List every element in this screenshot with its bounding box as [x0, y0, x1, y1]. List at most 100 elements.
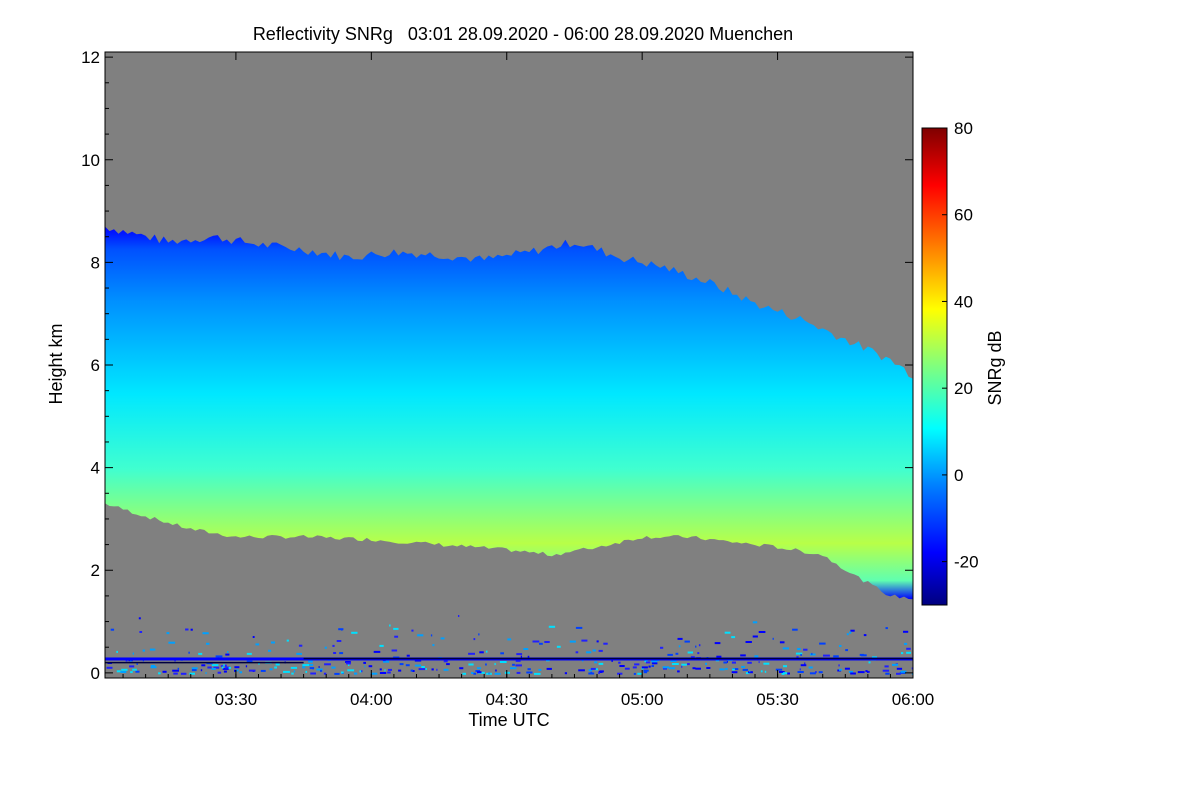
clutter-mark	[332, 644, 335, 647]
clutter-mark	[588, 669, 593, 672]
clutter-mark	[899, 671, 906, 674]
clutter-mark	[809, 653, 816, 656]
clutter-mark	[747, 661, 752, 664]
clutter-mark	[651, 662, 658, 665]
clutter-mark	[368, 665, 373, 668]
y-tick-label: 10	[81, 151, 100, 170]
clutter-mark	[779, 641, 785, 644]
clutter-mark	[731, 636, 736, 639]
x-tick-label: 04:00	[350, 690, 393, 709]
clutter-mark	[336, 640, 342, 642]
clutter-mark	[783, 665, 787, 668]
clutter-mark	[645, 661, 651, 664]
clutter-mark	[373, 650, 381, 653]
clutter-mark	[512, 663, 515, 666]
clutter-mark	[849, 631, 852, 634]
clutter-mark	[318, 666, 320, 668]
clutter-mark	[431, 668, 434, 671]
clutter-mark	[596, 640, 599, 643]
clutter-mark	[248, 669, 256, 672]
clutter-mark	[500, 652, 504, 655]
clutter-mark	[120, 671, 127, 673]
clutter-mark	[471, 672, 474, 674]
clutter-mark	[331, 666, 336, 669]
clutter-mark	[485, 663, 487, 666]
clutter-mark	[539, 642, 543, 645]
clutter-mark	[624, 667, 630, 670]
clutter-mark	[324, 646, 327, 649]
clutter-mark	[618, 661, 621, 664]
clutter-mark	[221, 666, 224, 669]
clutter-mark	[872, 656, 877, 659]
clutter-mark	[845, 649, 848, 652]
clutter-mark	[168, 641, 176, 644]
clutter-mark	[634, 663, 640, 666]
clutter-mark	[516, 671, 521, 674]
clutter-mark	[781, 672, 785, 675]
clutter-mark	[684, 640, 690, 643]
clutter-mark	[268, 649, 272, 652]
clutter-mark	[150, 665, 156, 667]
clutter-mark	[643, 669, 649, 672]
clutter-mark	[495, 669, 497, 672]
clutter-mark	[848, 670, 853, 673]
clutter-mark	[190, 628, 193, 631]
clutter-mark	[681, 663, 687, 666]
clutter-mark	[370, 672, 378, 675]
clutter-mark	[818, 671, 823, 674]
clutter-mark	[548, 625, 556, 628]
clutter-mark	[220, 665, 224, 668]
clutter-mark	[258, 662, 260, 665]
clutter-mark	[246, 652, 252, 655]
clutter-mark	[130, 671, 133, 674]
clutter-mark	[742, 668, 748, 671]
clutter-mark	[293, 670, 296, 673]
clutter-mark	[695, 645, 697, 648]
clutter-mark	[800, 664, 807, 667]
clutter-mark	[418, 668, 426, 671]
clutter-mark	[741, 665, 745, 668]
clutter-mark	[523, 648, 529, 650]
clutter-mark	[191, 669, 197, 672]
clutter-mark	[361, 670, 363, 673]
clutter-mark	[839, 668, 842, 671]
clutter-mark	[671, 663, 679, 665]
clutter-mark	[191, 667, 198, 670]
colorbar	[921, 127, 948, 606]
clutter-mark	[823, 654, 830, 657]
clutter-mark	[116, 670, 121, 673]
clutter-mark	[885, 627, 888, 630]
clutter-mark	[310, 672, 316, 675]
clutter-mark	[379, 644, 384, 647]
clutter-mark	[760, 670, 763, 673]
clutter-mark	[592, 649, 596, 652]
clutter-mark	[544, 641, 550, 643]
clutter-mark	[667, 653, 673, 656]
clutter-mark	[324, 663, 331, 666]
clutter-mark	[202, 632, 209, 635]
y-tick-label: 2	[91, 561, 100, 580]
clutter-mark	[213, 666, 220, 669]
clutter-mark	[488, 672, 491, 675]
clutter-mark	[705, 662, 707, 665]
clutter-mark	[412, 670, 415, 672]
clutter-mark	[217, 671, 222, 674]
clutter-mark	[783, 672, 788, 675]
clutter-mark	[643, 671, 648, 674]
clutter-mark	[782, 647, 789, 650]
y-tick-label: 12	[81, 48, 100, 67]
clutter-mark	[731, 661, 736, 664]
clutter-mark	[130, 660, 132, 663]
colorbar-tick-label: -20	[954, 553, 979, 572]
clutter-mark	[142, 649, 145, 652]
clutter-mark	[227, 651, 229, 653]
clutter-mark	[588, 672, 595, 675]
clutter-mark	[174, 659, 176, 662]
clutter-mark	[383, 660, 390, 663]
clutter-mark	[675, 652, 679, 655]
clutter-mark	[868, 670, 870, 673]
cloud-echo	[105, 226, 913, 600]
clutter-mark	[136, 663, 138, 665]
clutter-mark	[225, 653, 230, 656]
